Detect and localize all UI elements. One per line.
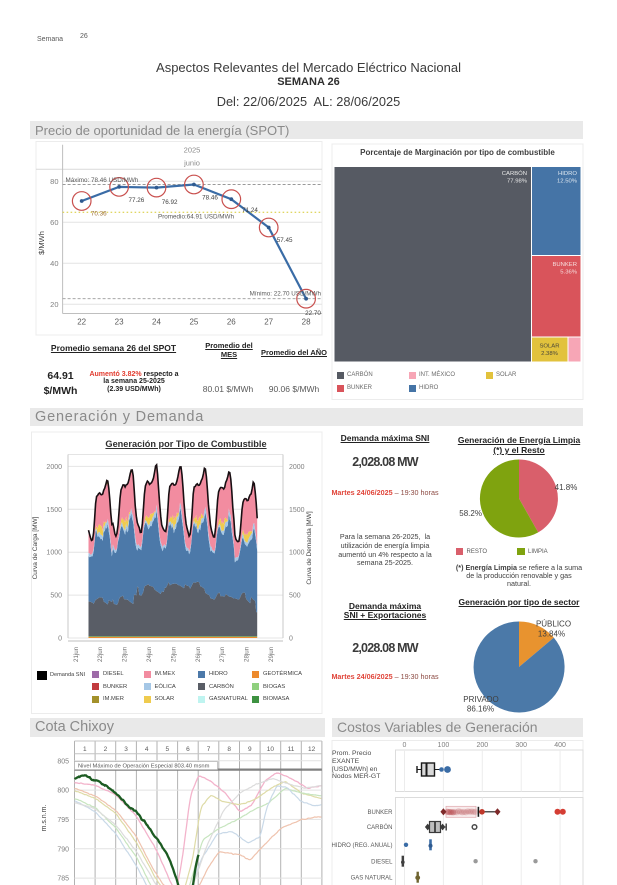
svg-text:76.92: 76.92 (162, 199, 178, 206)
svg-text:22: 22 (77, 318, 86, 327)
svg-text:60: 60 (50, 218, 58, 227)
svg-text:77.26: 77.26 (129, 197, 145, 204)
svg-text:23: 23 (115, 318, 124, 327)
svg-text:Curva de Carga [MW]: Curva de Carga [MW] (32, 516, 39, 579)
svg-text:3: 3 (124, 746, 128, 753)
svg-text:24jun: 24jun (146, 646, 153, 662)
svg-text:300: 300 (515, 742, 527, 749)
svg-text:PRIVADO: PRIVADO (463, 695, 498, 704)
svg-text:m.s.n.m.: m.s.n.m. (41, 805, 48, 832)
svg-text:28jun: 28jun (244, 646, 251, 662)
svg-text:0: 0 (403, 742, 407, 749)
svg-text:BUNKER: BUNKER (367, 810, 393, 816)
svg-text:29jun: 29jun (268, 646, 275, 662)
svg-text:27: 27 (264, 318, 273, 327)
svg-text:200: 200 (476, 742, 488, 749)
svg-text:Nivel Máximo de Operación Espe: Nivel Máximo de Operación Especial 803.4… (78, 764, 210, 770)
svg-text:1: 1 (83, 746, 87, 753)
svg-text:11: 11 (288, 746, 295, 753)
svg-text:800: 800 (57, 788, 69, 795)
svg-text:26jun: 26jun (195, 646, 202, 662)
svg-text:27jun: 27jun (219, 646, 226, 662)
svg-text:5: 5 (165, 746, 169, 753)
svg-text:70.36: 70.36 (91, 211, 107, 218)
svg-text:2: 2 (104, 746, 108, 753)
svg-text:Máximo: 78.46 USD/MWh: Máximo: 78.46 USD/MWh (66, 177, 139, 184)
svg-text:25: 25 (189, 318, 198, 327)
svg-text:BUNKER: BUNKER (552, 262, 577, 268)
svg-text:785: 785 (57, 876, 69, 883)
svg-text:28: 28 (302, 318, 311, 327)
svg-text:8: 8 (227, 746, 231, 753)
svg-text:22jun: 22jun (97, 646, 104, 662)
svg-text:DIESEL: DIESEL (371, 859, 393, 865)
svg-text:GAS NATURAL: GAS NATURAL (351, 875, 394, 881)
svg-text:2000: 2000 (46, 464, 62, 471)
svg-text:Mínimo: 22.70 USD/MWh: Mínimo: 22.70 USD/MWh (250, 291, 322, 298)
svg-text:86.16%: 86.16% (467, 705, 494, 714)
svg-text:71.24: 71.24 (242, 207, 258, 214)
svg-text:21jun: 21jun (73, 646, 80, 662)
svg-text:4: 4 (145, 746, 149, 753)
svg-text:$/MWh: $/MWh (37, 231, 46, 255)
svg-text:junio: junio (183, 159, 200, 168)
svg-text:Curva de Demanda [MW]: Curva de Demanda [MW] (306, 511, 313, 585)
svg-text:795: 795 (57, 817, 69, 824)
svg-text:23jun: 23jun (122, 646, 129, 662)
svg-text:26: 26 (227, 318, 236, 327)
svg-text:1000: 1000 (289, 550, 305, 557)
svg-text:2000: 2000 (289, 464, 305, 471)
svg-text:7: 7 (207, 746, 211, 753)
svg-text:80: 80 (50, 177, 58, 186)
svg-text:SOLAR: SOLAR (540, 344, 560, 350)
svg-text:400: 400 (554, 742, 566, 749)
svg-text:40: 40 (50, 259, 58, 268)
svg-text:100: 100 (438, 742, 450, 749)
svg-text:Promedio:64.91 USD/MWh: Promedio:64.91 USD/MWh (158, 214, 234, 221)
svg-text:500: 500 (50, 593, 62, 600)
svg-text:2.38%: 2.38% (541, 351, 558, 357)
svg-text:77.98%: 77.98% (507, 179, 528, 185)
svg-text:41.8%: 41.8% (555, 483, 578, 492)
svg-text:78.46: 78.46 (202, 194, 218, 201)
svg-text:1500: 1500 (289, 507, 305, 514)
svg-text:13.84%: 13.84% (538, 630, 565, 639)
svg-text:HIDRO (REG. ANUAL): HIDRO (REG. ANUAL) (331, 843, 392, 849)
svg-text:0: 0 (58, 636, 62, 643)
svg-text:58.2%: 58.2% (459, 509, 482, 518)
svg-text:805: 805 (57, 758, 69, 765)
svg-text:790: 790 (57, 846, 69, 853)
svg-text:CARBÓN: CARBÓN (502, 170, 527, 177)
svg-text:12.50%: 12.50% (557, 179, 578, 185)
svg-text:PÚBLICO: PÚBLICO (536, 620, 571, 629)
svg-text:500: 500 (289, 593, 301, 600)
svg-text:20: 20 (50, 300, 58, 309)
svg-text:24: 24 (152, 318, 161, 327)
svg-text:6: 6 (186, 746, 190, 753)
svg-text:2025: 2025 (184, 146, 201, 155)
svg-text:CARBÓN: CARBÓN (367, 824, 393, 831)
svg-text:5.36%: 5.36% (560, 270, 577, 276)
svg-text:12: 12 (308, 746, 316, 753)
svg-text:10: 10 (267, 746, 275, 753)
svg-text:HIDRO: HIDRO (558, 171, 577, 177)
svg-text:9: 9 (248, 746, 252, 753)
svg-text:22.70: 22.70 (305, 310, 321, 317)
svg-text:57.45: 57.45 (277, 237, 293, 244)
svg-text:1000: 1000 (46, 550, 62, 557)
svg-text:1500: 1500 (46, 507, 62, 514)
svg-text:0: 0 (289, 636, 293, 643)
svg-text:25jun: 25jun (170, 646, 177, 662)
